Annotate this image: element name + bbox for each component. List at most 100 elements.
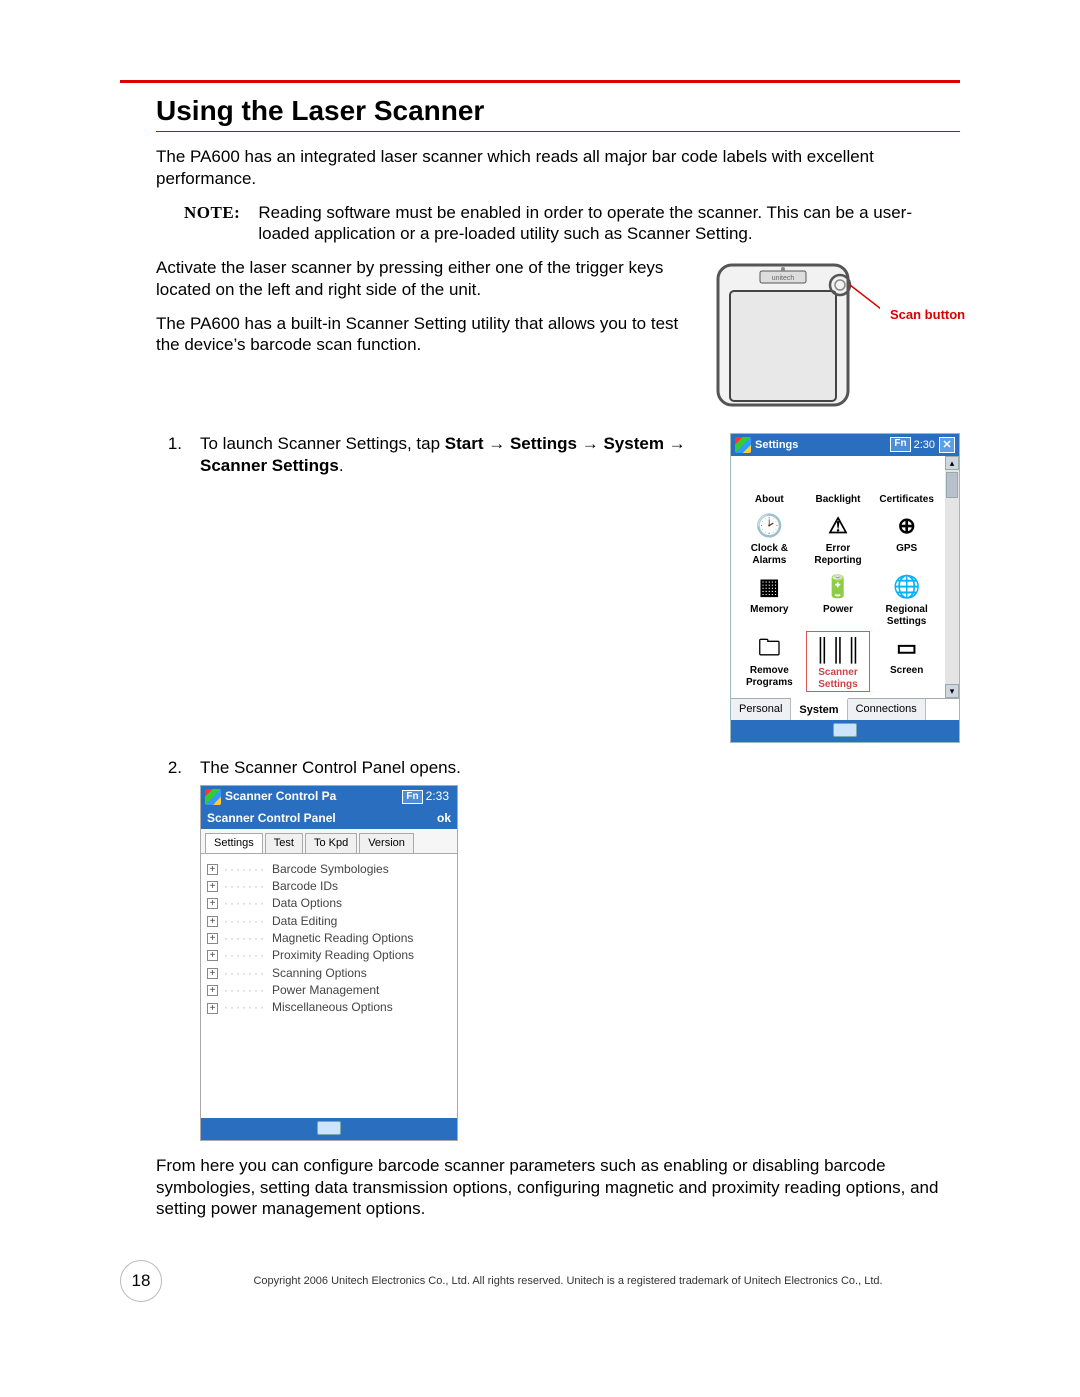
tree-item[interactable]: +·······Proximity Reading Options <box>207 948 451 963</box>
step1-pre: To launch Scanner Settings, tap <box>200 434 445 453</box>
step1-b1: Start <box>445 434 484 453</box>
tree-label: Data Options <box>272 896 342 911</box>
scroll-down-icon[interactable]: ▾ <box>945 684 959 698</box>
note-label: NOTE: <box>184 202 240 246</box>
regional-settings-icon: 🌐 <box>891 570 923 602</box>
settings-icon-certificates[interactable]: Certificates <box>874 460 939 506</box>
settings-icon-gps[interactable]: ⊕GPS <box>874 509 939 566</box>
icon-label: Backlight <box>806 494 871 506</box>
tab-system[interactable]: System <box>791 698 847 720</box>
tree-item[interactable]: +·······Barcode Symbologies <box>207 862 451 877</box>
tree-label: Proximity Reading Options <box>272 948 414 963</box>
close-icon[interactable]: ✕ <box>939 437 955 453</box>
scp-tab-test[interactable]: Test <box>265 833 303 852</box>
certificates-icon <box>891 460 923 492</box>
tree-item[interactable]: +·······Miscellaneous Options <box>207 1000 451 1015</box>
settings-screenshot: Settings Fn 2:30 ✕ About BacklightCertifi… <box>730 433 960 744</box>
expand-icon[interactable]: + <box>207 898 218 909</box>
settings-icon-regional-settings[interactable]: 🌐Regional Settings <box>874 570 939 627</box>
scp-subtitle: Scanner Control Panel <box>207 811 336 826</box>
expand-icon[interactable]: + <box>207 1003 218 1014</box>
memory-icon: ▦ <box>753 570 785 602</box>
icon-label: Screen <box>874 665 939 677</box>
tree-label: Scanning Options <box>272 966 367 981</box>
ok-button[interactable]: ok <box>437 811 451 826</box>
step-1-num: 1. <box>156 433 182 455</box>
intro-text: The PA600 has an integrated laser scanne… <box>156 146 960 190</box>
activate-text: Activate the laser scanner by pressing e… <box>156 257 682 301</box>
scp-title: Scanner Control Pa <box>225 789 336 804</box>
scp-subtitle-bar: Scanner Control Panel ok <box>201 808 457 829</box>
svg-text:unitech: unitech <box>772 275 795 282</box>
start-flag-icon[interactable] <box>205 789 221 805</box>
wm-titlebar: Settings Fn 2:30 ✕ <box>731 434 959 456</box>
tree-item[interactable]: +·······Barcode IDs <box>207 879 451 894</box>
clock-alarms-icon: 🕑 <box>753 509 785 541</box>
icon-label: Power <box>806 604 871 616</box>
expand-icon[interactable]: + <box>207 933 218 944</box>
tree-label: Barcode Symbologies <box>272 862 389 877</box>
tree-item[interactable]: +·······Magnetic Reading Options <box>207 931 451 946</box>
backlight-icon <box>822 460 854 492</box>
step1-arrow: → <box>484 434 510 453</box>
tree-label: Miscellaneous Options <box>272 1000 393 1015</box>
scroll-up-icon[interactable]: ▴ <box>945 456 959 470</box>
scp-tab-version[interactable]: Version <box>359 833 414 852</box>
scroll-thumb[interactable] <box>946 472 958 498</box>
power-icon: 🔋 <box>822 570 854 602</box>
icon-label: Error Reporting <box>806 543 871 566</box>
settings-time: 2:30 <box>914 438 935 452</box>
icon-label: Regional Settings <box>874 604 939 627</box>
keyboard-icon[interactable] <box>833 723 857 737</box>
settings-icon-scanner-settings[interactable]: ║║║Scanner Settings <box>806 631 871 692</box>
settings-icon-backlight[interactable]: Backlight <box>806 460 871 506</box>
expand-icon[interactable]: + <box>207 985 218 996</box>
expand-icon[interactable]: + <box>207 881 218 892</box>
tree-item[interactable]: +·······Data Editing <box>207 914 451 929</box>
scp-tree: +·······Barcode Symbologies +·······Barco… <box>201 854 457 1118</box>
about-icon <box>753 460 785 492</box>
scp-tab-to-kpd[interactable]: To Kpd <box>305 833 357 852</box>
expand-icon[interactable]: + <box>207 968 218 979</box>
start-flag-icon[interactable] <box>735 437 751 453</box>
top-rule <box>120 80 960 83</box>
settings-icon-clock-alarms[interactable]: 🕑Clock & Alarms <box>737 509 802 566</box>
scan-button-label: Scan button <box>890 307 965 324</box>
device-figure: unitech Scan button <box>700 257 960 413</box>
scrollbar[interactable]: ▴ ▾ <box>945 456 959 699</box>
tab-connections[interactable]: Connections <box>848 699 926 720</box>
scp-time: 2:33 <box>426 789 449 804</box>
settings-icon-screen[interactable]: ▭Screen <box>874 631 939 692</box>
taskbar <box>731 720 959 742</box>
scp-screenshot: Scanner Control Pa Fn 2:33 Scanner Contr… <box>200 785 458 1141</box>
icon-label: Scanner Settings <box>808 667 869 690</box>
fn-badge: Fn <box>402 790 422 805</box>
settings-icon-error-reporting[interactable]: ⚠Error Reporting <box>806 509 871 566</box>
scp-tab-settings[interactable]: Settings <box>205 833 263 852</box>
keyboard-icon[interactable] <box>317 1121 341 1135</box>
icon-label: Remove Programs <box>737 665 802 688</box>
settings-icon-remove-programs[interactable]: 🗀Remove Programs <box>737 631 802 692</box>
expand-icon[interactable]: + <box>207 864 218 875</box>
settings-icon-about[interactable]: About <box>737 460 802 506</box>
settings-icon-memory[interactable]: ▦Memory <box>737 570 802 627</box>
settings-tabs: PersonalSystemConnections <box>731 698 959 720</box>
step-1-text: To launch Scanner Settings, tap Start → … <box>200 433 702 477</box>
tree-label: Power Management <box>272 983 379 998</box>
gps-icon: ⊕ <box>891 509 923 541</box>
step1-period: . <box>339 456 344 475</box>
error-reporting-icon: ⚠ <box>822 509 854 541</box>
scp-tabs: SettingsTestTo KpdVersion <box>201 829 457 853</box>
icon-label: Clock & Alarms <box>737 543 802 566</box>
tree-item[interactable]: +·······Power Management <box>207 983 451 998</box>
tree-item[interactable]: +·······Data Options <box>207 896 451 911</box>
tree-label: Magnetic Reading Options <box>272 931 413 946</box>
builtin-text: The PA600 has a built-in Scanner Setting… <box>156 313 682 357</box>
expand-icon[interactable]: + <box>207 950 218 961</box>
tree-item[interactable]: +·······Scanning Options <box>207 966 451 981</box>
fn-badge: Fn <box>890 437 910 452</box>
remove-programs-icon: 🗀 <box>753 631 785 663</box>
settings-icon-power[interactable]: 🔋 Power <box>806 570 871 627</box>
expand-icon[interactable]: + <box>207 916 218 927</box>
tab-personal[interactable]: Personal <box>731 699 791 720</box>
